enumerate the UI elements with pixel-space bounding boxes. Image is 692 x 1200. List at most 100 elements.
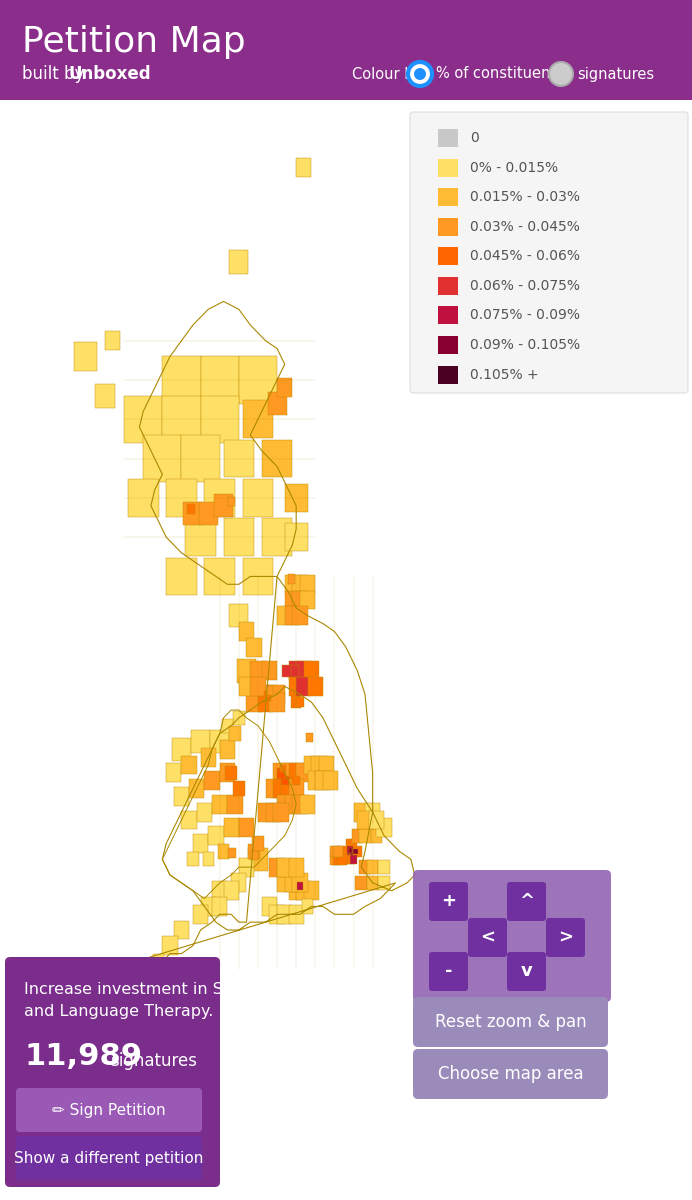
Polygon shape	[239, 818, 254, 838]
Polygon shape	[248, 845, 260, 858]
Polygon shape	[201, 356, 239, 403]
FancyBboxPatch shape	[0, 100, 692, 1200]
Text: Show a different petition: Show a different petition	[15, 1151, 203, 1165]
Polygon shape	[266, 685, 273, 695]
Polygon shape	[349, 854, 357, 864]
Text: 0: 0	[470, 131, 479, 145]
Polygon shape	[143, 436, 181, 482]
Text: Increase investment in Speech: Increase investment in Speech	[24, 982, 272, 997]
Polygon shape	[163, 356, 201, 403]
Polygon shape	[248, 847, 268, 871]
Polygon shape	[316, 772, 331, 790]
Polygon shape	[181, 756, 197, 774]
Polygon shape	[284, 874, 300, 893]
Polygon shape	[228, 848, 236, 858]
Polygon shape	[334, 853, 343, 865]
Polygon shape	[193, 834, 208, 853]
Text: built by: built by	[22, 65, 90, 83]
Polygon shape	[185, 518, 216, 556]
Polygon shape	[367, 876, 379, 890]
Polygon shape	[224, 818, 239, 838]
Polygon shape	[304, 881, 319, 900]
Polygon shape	[311, 756, 327, 774]
Text: Petition Map: Petition Map	[22, 25, 246, 59]
Polygon shape	[268, 391, 286, 415]
Polygon shape	[269, 905, 284, 924]
Polygon shape	[277, 905, 292, 924]
Polygon shape	[124, 396, 163, 443]
Polygon shape	[304, 661, 319, 680]
Polygon shape	[219, 740, 235, 758]
Polygon shape	[304, 756, 319, 774]
Polygon shape	[365, 803, 381, 822]
Polygon shape	[95, 384, 115, 408]
Polygon shape	[277, 606, 292, 625]
Polygon shape	[289, 665, 299, 677]
Text: signatures: signatures	[110, 1052, 197, 1070]
Text: v: v	[520, 962, 532, 980]
Polygon shape	[292, 794, 308, 814]
Polygon shape	[201, 898, 216, 916]
FancyBboxPatch shape	[438, 128, 458, 146]
Polygon shape	[228, 794, 243, 814]
Polygon shape	[193, 905, 208, 924]
Polygon shape	[359, 829, 371, 842]
Text: -: -	[445, 962, 453, 980]
Polygon shape	[269, 692, 284, 712]
Polygon shape	[289, 905, 304, 924]
Polygon shape	[281, 763, 296, 782]
Polygon shape	[289, 779, 304, 798]
Polygon shape	[208, 827, 224, 845]
FancyBboxPatch shape	[429, 882, 468, 922]
Text: 0.045% - 0.06%: 0.045% - 0.06%	[470, 250, 580, 263]
Polygon shape	[233, 710, 244, 725]
Polygon shape	[347, 846, 352, 853]
FancyBboxPatch shape	[468, 918, 507, 958]
FancyBboxPatch shape	[438, 277, 458, 295]
Polygon shape	[284, 606, 300, 625]
Polygon shape	[243, 479, 273, 517]
Polygon shape	[277, 794, 292, 814]
Polygon shape	[352, 846, 362, 857]
Polygon shape	[166, 763, 181, 782]
Polygon shape	[296, 763, 311, 782]
FancyBboxPatch shape	[413, 870, 611, 1002]
Polygon shape	[334, 846, 343, 857]
Polygon shape	[239, 622, 254, 641]
Polygon shape	[346, 854, 354, 864]
Polygon shape	[269, 858, 284, 876]
Polygon shape	[277, 769, 284, 779]
FancyBboxPatch shape	[438, 336, 458, 354]
Polygon shape	[273, 763, 289, 782]
Polygon shape	[221, 719, 233, 733]
Polygon shape	[188, 852, 199, 866]
Polygon shape	[153, 954, 164, 968]
FancyBboxPatch shape	[413, 1049, 608, 1099]
Polygon shape	[183, 502, 203, 526]
Polygon shape	[296, 697, 304, 707]
Polygon shape	[329, 846, 339, 857]
Polygon shape	[273, 803, 289, 822]
Polygon shape	[357, 810, 373, 829]
Polygon shape	[163, 936, 178, 955]
Text: Reset zoom & pan: Reset zoom & pan	[435, 1013, 586, 1031]
Circle shape	[549, 62, 573, 86]
Polygon shape	[181, 436, 219, 482]
Polygon shape	[277, 874, 292, 893]
Text: ^: ^	[519, 893, 534, 911]
Polygon shape	[292, 606, 308, 625]
FancyBboxPatch shape	[546, 918, 585, 958]
Polygon shape	[204, 479, 235, 517]
FancyBboxPatch shape	[429, 952, 468, 991]
Polygon shape	[201, 396, 239, 443]
Polygon shape	[282, 665, 291, 677]
Polygon shape	[288, 574, 295, 583]
FancyBboxPatch shape	[507, 952, 546, 991]
Polygon shape	[337, 846, 347, 857]
Polygon shape	[273, 779, 289, 798]
Polygon shape	[246, 692, 262, 712]
Polygon shape	[231, 874, 246, 893]
Polygon shape	[292, 874, 308, 893]
Polygon shape	[262, 661, 277, 680]
Polygon shape	[251, 661, 266, 680]
